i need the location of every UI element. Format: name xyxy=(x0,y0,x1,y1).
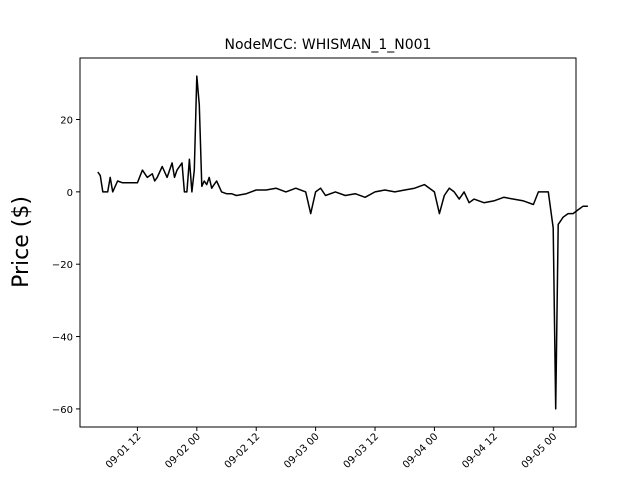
y-tick-label: −20 xyxy=(52,260,73,271)
y-tick-label: −40 xyxy=(52,333,73,344)
y-tick-label: 0 xyxy=(67,188,73,199)
plot-area xyxy=(97,75,588,410)
price-series-line xyxy=(97,75,588,410)
y-axis-label: Price ($) xyxy=(9,196,34,288)
y-tick-label: −60 xyxy=(52,405,73,416)
y-axis: 20 0 −20 −40 −60 xyxy=(52,116,80,416)
y-tick-label: 20 xyxy=(60,116,73,127)
plot-frame xyxy=(79,57,577,428)
chart-title: NodeMCC: WHISMAN_1_N001 xyxy=(225,37,432,53)
